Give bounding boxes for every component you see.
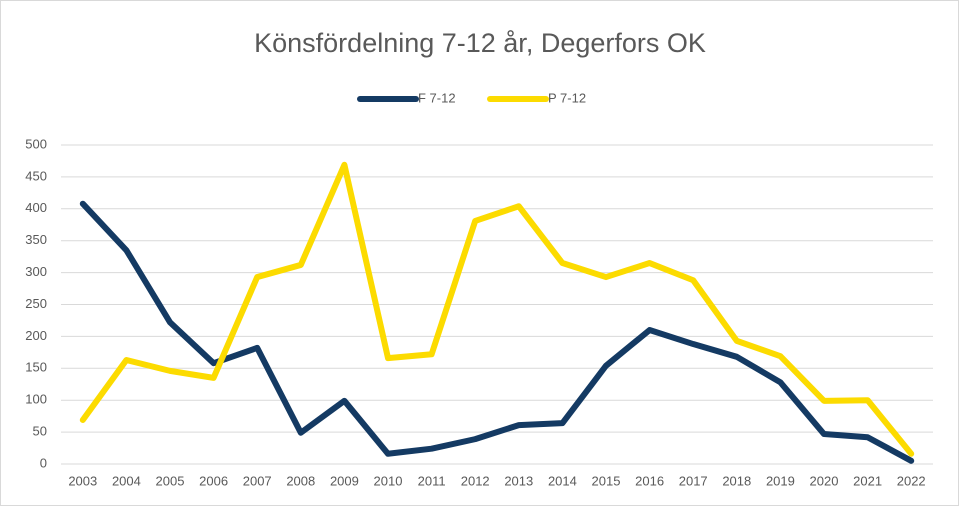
x-tick-label: 2008 (286, 473, 315, 488)
x-tick-label: 2011 (418, 473, 446, 488)
x-tick-label: 2003 (68, 473, 97, 488)
chart-title: Könsfördelning 7-12 år, Degerfors OK (254, 28, 706, 58)
x-tick-label: 2007 (243, 473, 272, 488)
y-tick-label: 450 (25, 168, 47, 183)
x-tick-label: 2012 (461, 473, 490, 488)
x-tick-label: 2016 (635, 473, 664, 488)
x-tick-label: 2017 (679, 473, 708, 488)
x-tick-label: 2006 (199, 473, 228, 488)
y-tick-label: 200 (25, 328, 47, 343)
legend-label: P 7-12 (548, 90, 586, 105)
x-tick-label: 2009 (330, 473, 359, 488)
x-tick-label: 2013 (504, 473, 533, 488)
x-tick-label: 2010 (374, 473, 403, 488)
x-tick-label: 2020 (810, 473, 839, 488)
y-tick-label: 300 (25, 264, 47, 279)
y-tick-label: 350 (25, 232, 47, 247)
y-tick-label: 500 (25, 136, 47, 151)
y-tick-label: 50 (33, 424, 47, 439)
y-tick-label: 100 (25, 392, 47, 407)
x-tick-label: 2018 (722, 473, 751, 488)
y-tick-label: 250 (25, 296, 47, 311)
x-tick-label: 2015 (592, 473, 621, 488)
y-tick-label: 0 (40, 455, 47, 470)
y-tick-label: 400 (25, 200, 47, 215)
y-tick-label: 150 (25, 360, 47, 375)
x-tick-label: 2019 (766, 473, 795, 488)
x-tick-label: 2021 (853, 473, 882, 488)
x-tick-label: 2005 (156, 473, 185, 488)
x-tick-label: 2014 (548, 473, 577, 488)
series-line (79, 161, 915, 457)
x-tick-label: 2004 (112, 473, 141, 488)
x-tick-label: 2022 (897, 473, 926, 488)
legend-label: F 7-12 (418, 90, 456, 105)
